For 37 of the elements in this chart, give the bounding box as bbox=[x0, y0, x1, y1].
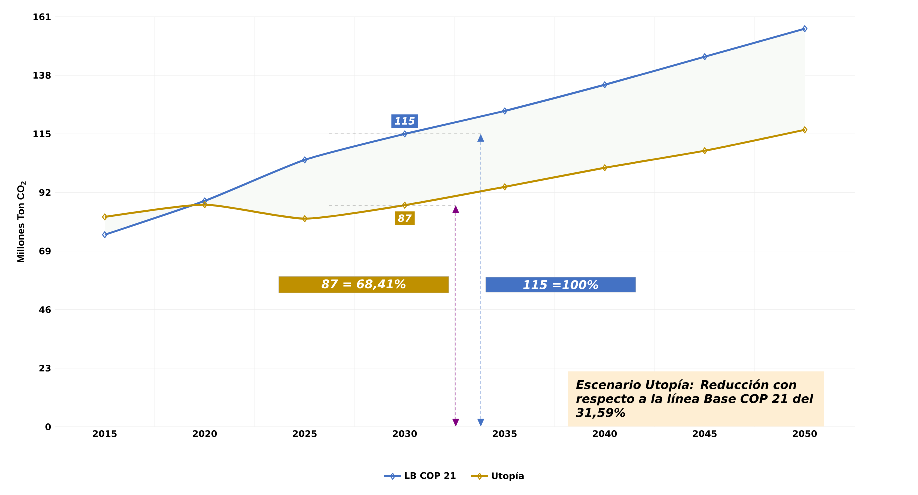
point bbox=[602, 81, 608, 88]
point bbox=[302, 215, 308, 222]
y-tick-label: 46 bbox=[39, 306, 52, 314]
point bbox=[402, 130, 408, 138]
x-tick-label: 2040 bbox=[593, 430, 618, 438]
annotation: 115 =100% bbox=[523, 280, 598, 290]
x-tick-label: 2015 bbox=[93, 430, 117, 438]
point bbox=[602, 164, 608, 172]
y-tick-label: 23 bbox=[40, 365, 51, 372]
annotation: Escenario Utopía: Reducción con respecto a la línea Base COP 21 del 31,59% bbox=[576, 380, 814, 419]
x-tick-label: 2035 bbox=[493, 430, 517, 438]
x-tick-label: 2030 bbox=[393, 430, 418, 438]
point bbox=[702, 53, 708, 60]
point bbox=[702, 147, 708, 154]
y-tick-label: 0 bbox=[46, 424, 52, 430]
x-tick-label: 2050 bbox=[793, 430, 818, 438]
point bbox=[502, 108, 508, 115]
y-tick-label: 115 bbox=[34, 130, 51, 138]
x-tick-label: 2025 bbox=[293, 430, 317, 438]
annotation: 87 bbox=[398, 214, 412, 222]
y-tick-label: 69 bbox=[40, 248, 51, 255]
y-tick-label: 138 bbox=[34, 72, 51, 79]
y-tick-label: 161 bbox=[34, 14, 51, 20]
point bbox=[302, 156, 308, 164]
point bbox=[202, 198, 208, 205]
x-tick-label: 2045 bbox=[693, 430, 717, 438]
legend-label: Utopía bbox=[492, 472, 524, 482]
point bbox=[402, 202, 408, 209]
point bbox=[102, 231, 108, 238]
y-tick-label: 92 bbox=[39, 189, 51, 196]
y-axis-title: Millones Ton CO$_{2}$ bbox=[17, 182, 26, 262]
point bbox=[502, 184, 508, 191]
x-tick-label: 2020 bbox=[193, 430, 218, 438]
annotation: 87 = 68,41% bbox=[322, 280, 406, 290]
annotation: 115 bbox=[395, 118, 415, 125]
point bbox=[202, 201, 208, 208]
legend-label: LB COP 21 bbox=[405, 472, 456, 480]
